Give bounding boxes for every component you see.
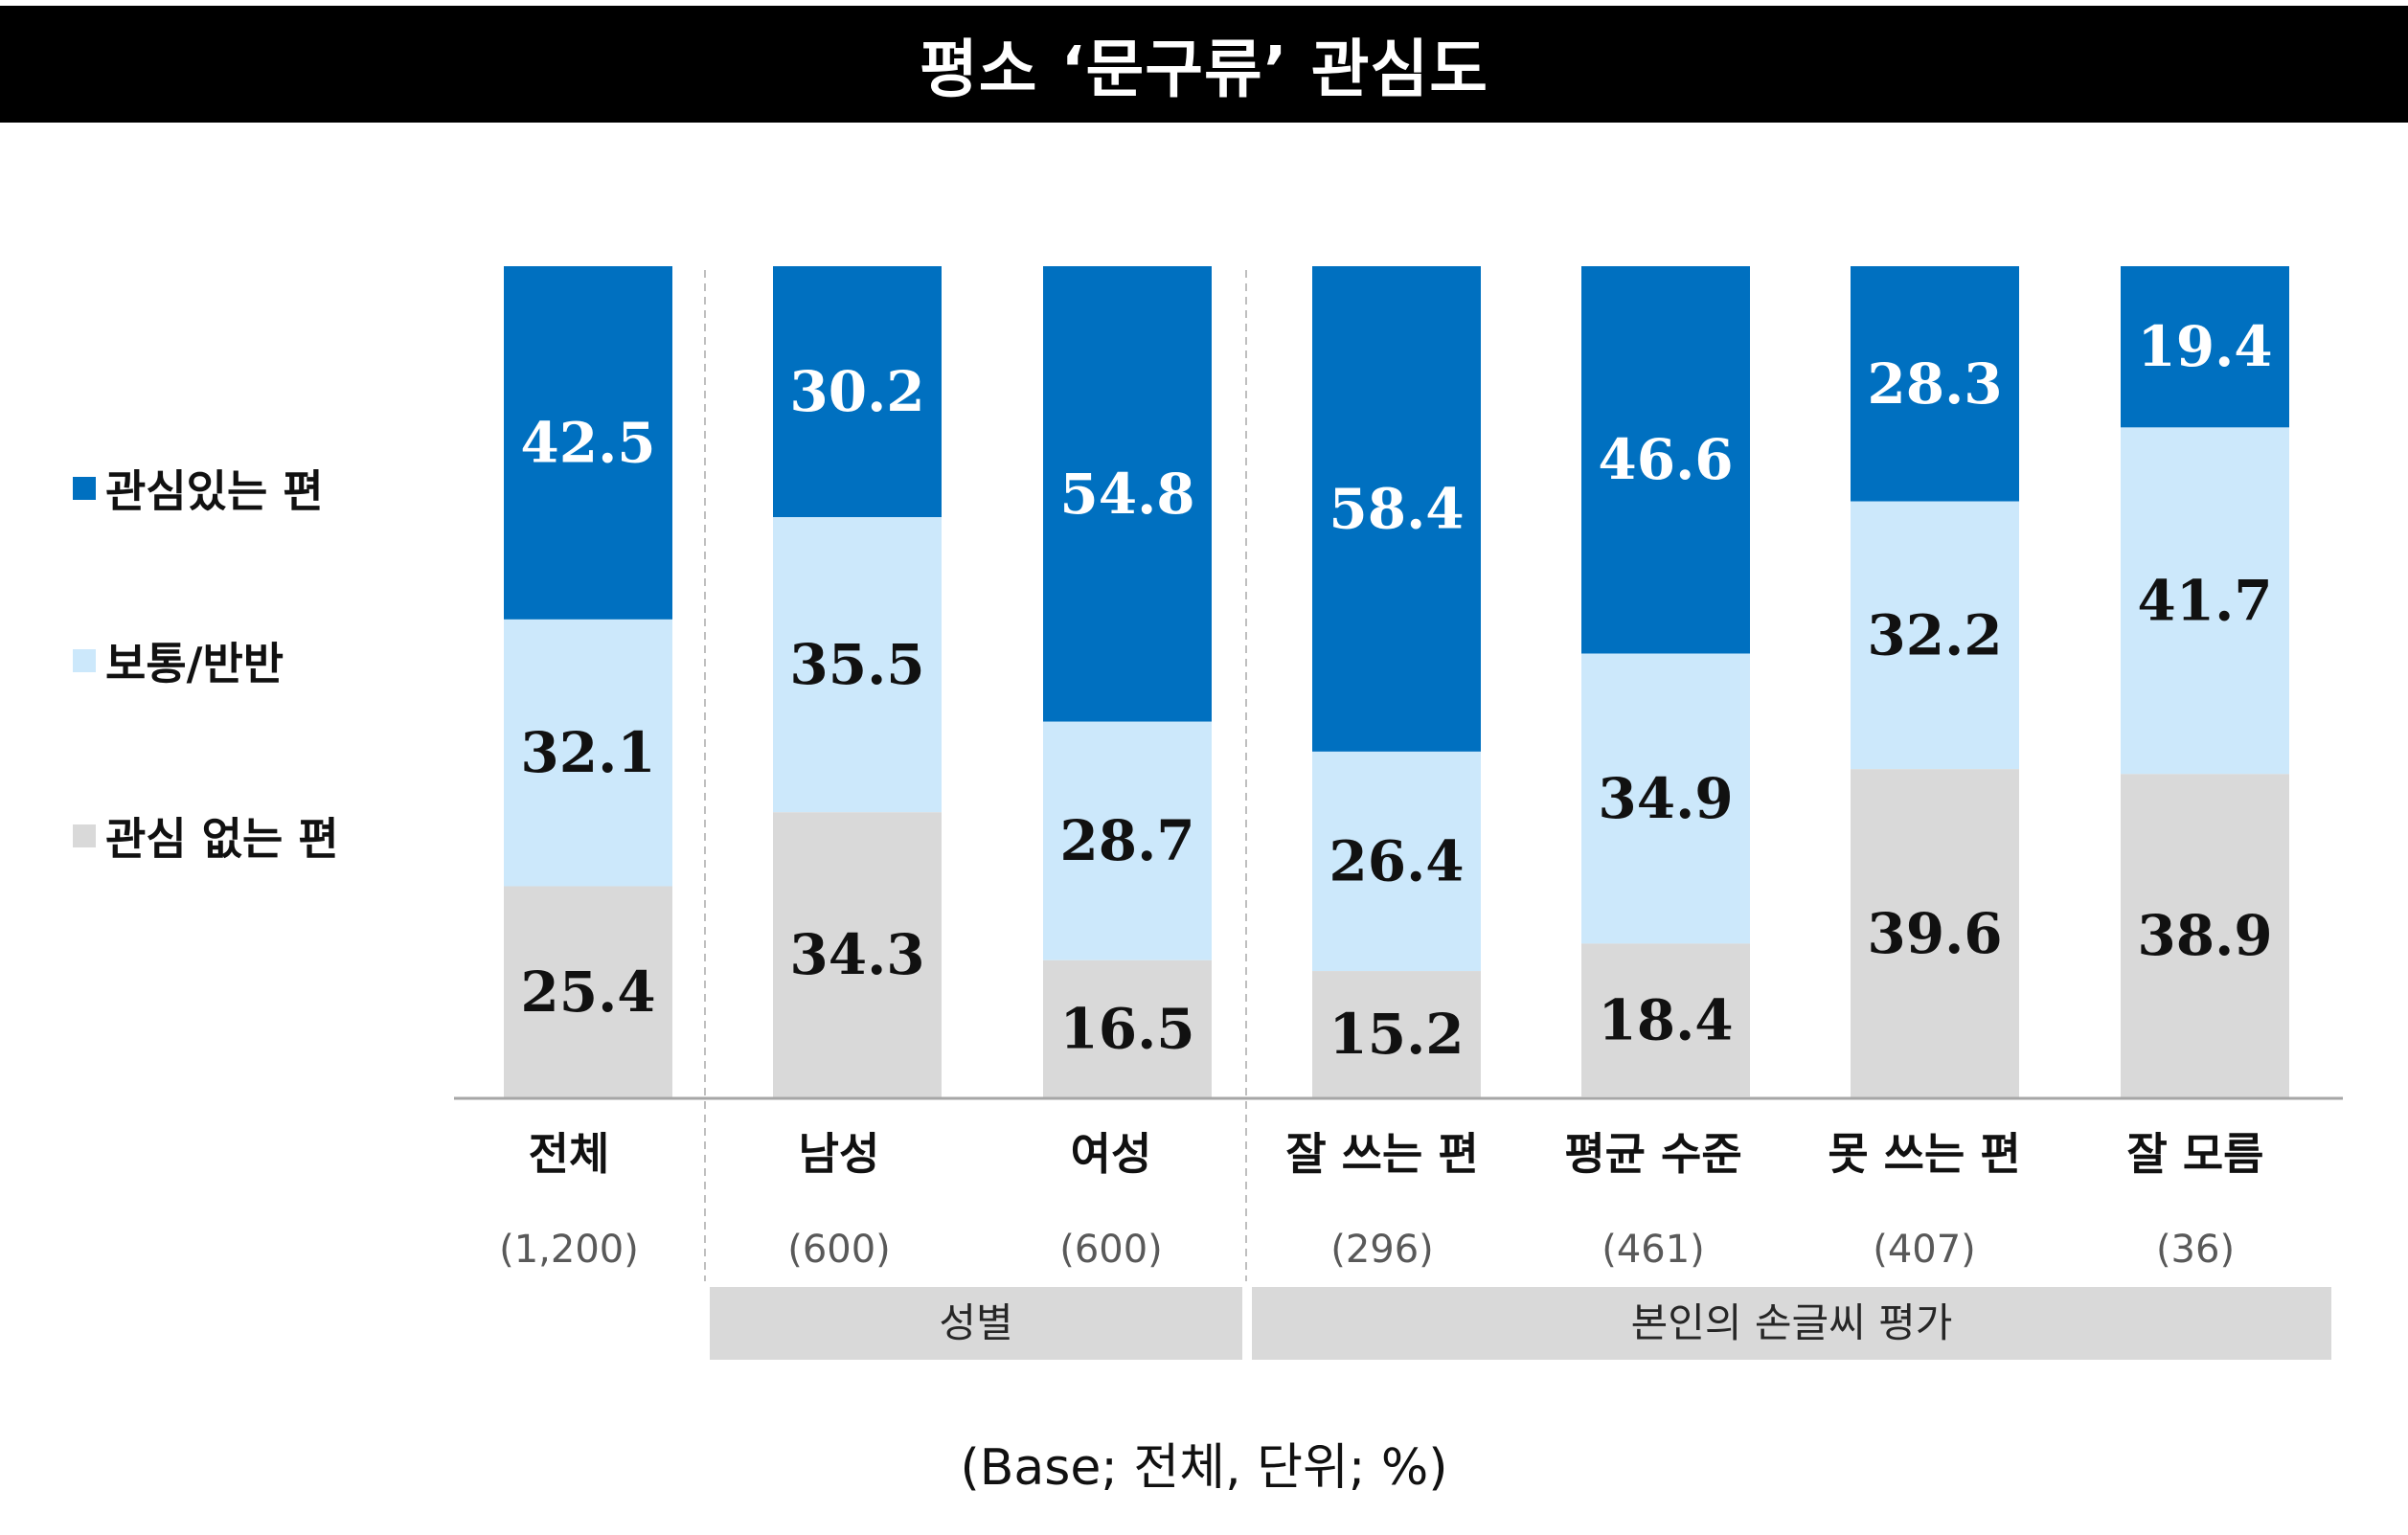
data-label-interested: 54.8 bbox=[1059, 462, 1194, 527]
base-count-label: (296) bbox=[1330, 1228, 1434, 1272]
legend-item-neutral: 보통/반반 bbox=[73, 629, 284, 692]
bar-segment-neutral bbox=[1043, 721, 1212, 960]
group-label: 성별 bbox=[939, 1299, 1012, 1346]
data-label-not-interested: 16.5 bbox=[1059, 996, 1194, 1061]
bar-segment-interested bbox=[1851, 266, 2019, 502]
base-count-label: (407) bbox=[1873, 1228, 1976, 1272]
data-label-not-interested: 25.4 bbox=[520, 959, 655, 1025]
bar-segment-not-interested bbox=[504, 886, 672, 1097]
group-band bbox=[1252, 1287, 2331, 1360]
data-label-neutral: 41.7 bbox=[2137, 568, 2272, 633]
legend-label-interested: 관심있는 편 bbox=[105, 465, 324, 517]
bar-segment-neutral bbox=[1312, 751, 1481, 972]
x-tick-label: 잘 쓰는 편 bbox=[1285, 1128, 1478, 1180]
x-tick-label: 잘 모름 bbox=[2127, 1128, 2264, 1180]
data-label-interested: 42.5 bbox=[520, 410, 655, 475]
legend-swatch-interested bbox=[73, 477, 96, 500]
data-label-neutral: 32.1 bbox=[520, 720, 655, 785]
base-note: (Base; 전체, 단위; %) bbox=[960, 1439, 1448, 1497]
chart-title: 평소 ‘문구류’ 관심도 bbox=[0, 6, 2408, 123]
x-tick-label: 남성 bbox=[799, 1128, 880, 1180]
data-label-interested: 19.4 bbox=[2137, 314, 2272, 379]
x-tick-label: 평균 수준 bbox=[1564, 1128, 1741, 1180]
bar-segment-not-interested bbox=[1851, 769, 2019, 1098]
bar-segment-not-interested bbox=[1043, 959, 1212, 1097]
legend-label-neutral: 보통/반반 bbox=[105, 638, 284, 689]
legend-item-not-interested: 관심 없는 편 bbox=[73, 804, 339, 868]
data-label-not-interested: 34.3 bbox=[789, 922, 924, 987]
bar-segment-not-interested bbox=[773, 812, 942, 1097]
legend-item-interested: 관심있는 편 bbox=[73, 457, 324, 520]
base-count-label: (1,200) bbox=[499, 1228, 639, 1272]
data-label-neutral: 28.7 bbox=[1059, 808, 1194, 873]
data-label-not-interested: 39.6 bbox=[1867, 901, 2002, 966]
group-label: 본인의 손글씨 평가 bbox=[1631, 1299, 1953, 1346]
data-label-neutral: 32.2 bbox=[1867, 602, 2002, 667]
bar-segment-interested bbox=[2121, 266, 2289, 428]
legend-label-not-interested: 관심 없는 편 bbox=[105, 813, 339, 865]
bar-segment-interested bbox=[1581, 266, 1750, 654]
bar-segment-not-interested bbox=[1581, 943, 1750, 1097]
base-count-label: (600) bbox=[1059, 1228, 1163, 1272]
group-band bbox=[710, 1287, 1242, 1360]
data-label-not-interested: 18.4 bbox=[1598, 987, 1733, 1052]
bar-segment-not-interested bbox=[2121, 774, 2289, 1097]
data-label-interested: 30.2 bbox=[789, 359, 924, 424]
data-label-interested: 46.6 bbox=[1598, 427, 1733, 492]
data-label-neutral: 34.9 bbox=[1598, 766, 1733, 831]
bar-segment-neutral bbox=[1581, 653, 1750, 944]
data-label-not-interested: 38.9 bbox=[2137, 903, 2272, 968]
data-label-neutral: 35.5 bbox=[789, 632, 924, 697]
bar-segment-interested bbox=[1043, 266, 1212, 722]
bar-segment-not-interested bbox=[1312, 971, 1481, 1097]
x-tick-label: 못 쓰는 편 bbox=[1828, 1128, 2020, 1180]
data-label-interested: 58.4 bbox=[1329, 476, 1464, 541]
bar-segment-interested bbox=[773, 266, 942, 518]
base-count-label: (36) bbox=[2156, 1228, 2235, 1272]
legend-swatch-not-interested bbox=[73, 824, 96, 847]
legend-swatch-neutral bbox=[73, 649, 96, 672]
x-tick-label: 여성 bbox=[1071, 1128, 1152, 1180]
bar-segment-interested bbox=[1312, 266, 1481, 752]
base-count-label: (461) bbox=[1602, 1228, 1705, 1272]
bar-segment-interested bbox=[504, 266, 672, 620]
base-count-label: (600) bbox=[787, 1228, 891, 1272]
x-tick-label: 전체 bbox=[529, 1128, 610, 1180]
data-label-interested: 28.3 bbox=[1867, 351, 2002, 417]
bar-segment-neutral bbox=[1851, 501, 2019, 770]
data-label-not-interested: 15.2 bbox=[1329, 1002, 1464, 1067]
bar-segment-neutral bbox=[504, 619, 672, 887]
bar-segment-neutral bbox=[773, 517, 942, 813]
data-label-neutral: 26.4 bbox=[1329, 828, 1464, 893]
bar-segment-neutral bbox=[2121, 427, 2289, 775]
